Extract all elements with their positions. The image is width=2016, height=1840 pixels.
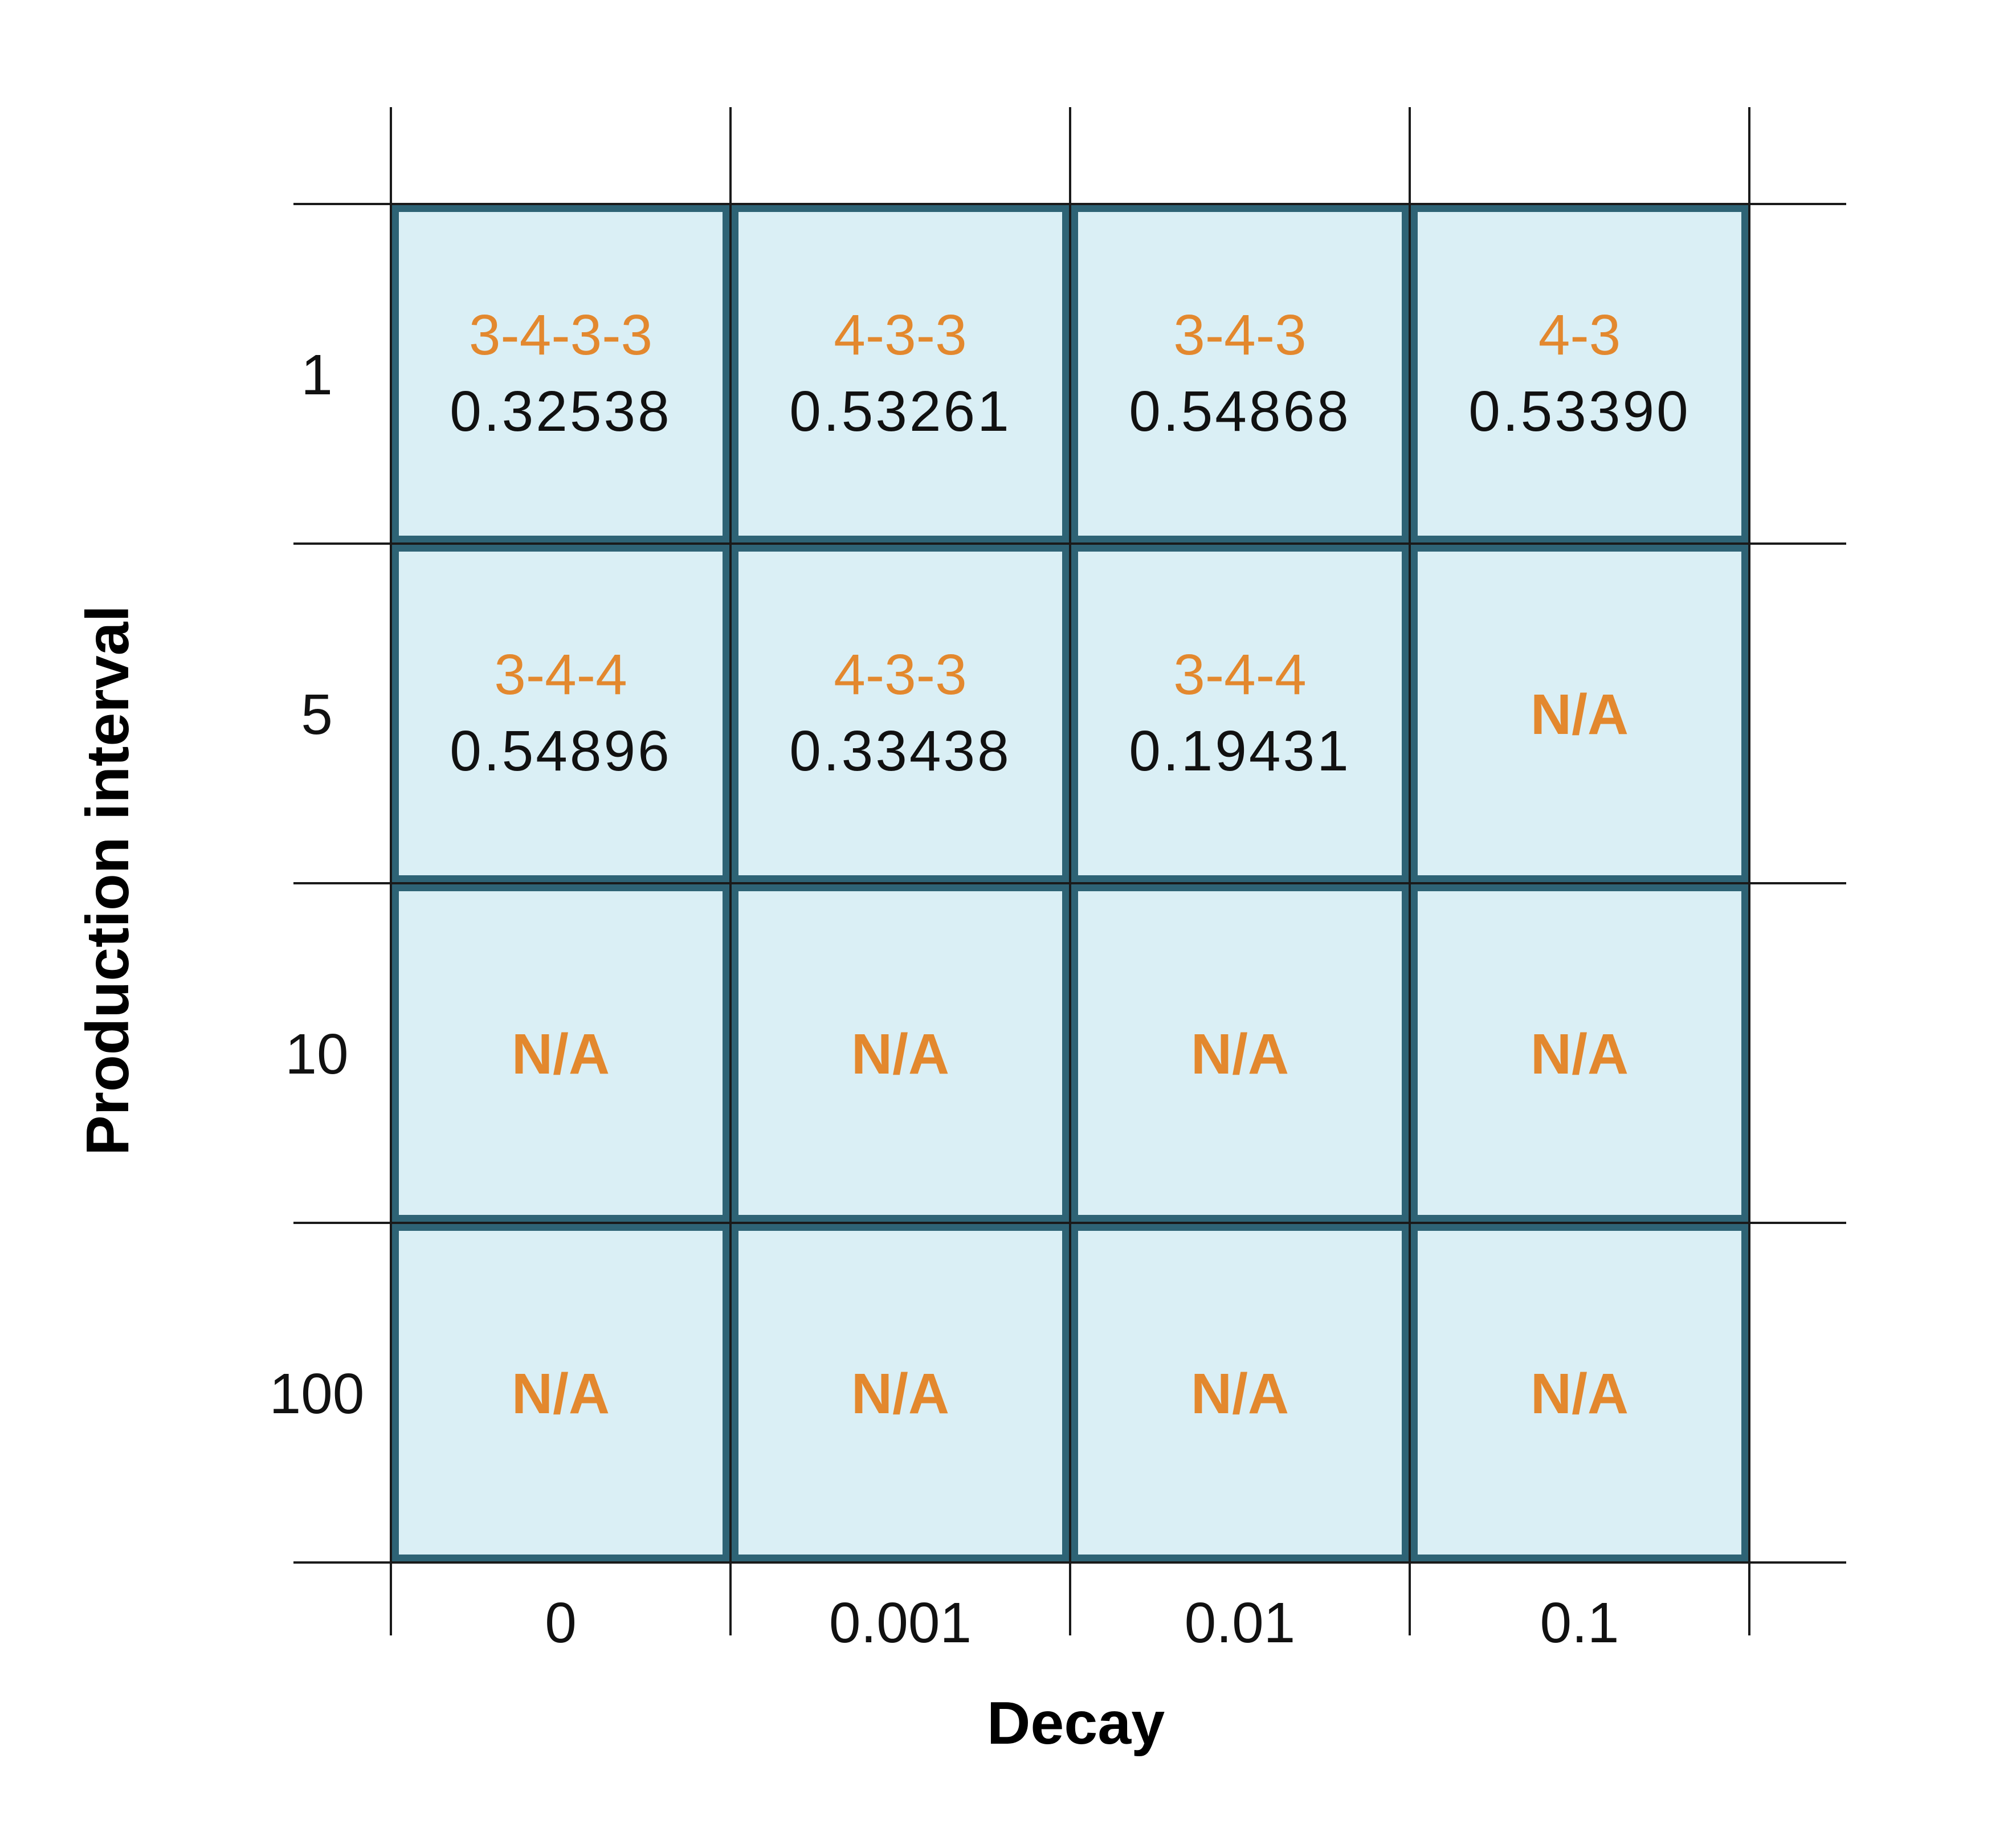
cell-background — [1411, 884, 1748, 1222]
cell-na-label: N/A — [1191, 1022, 1289, 1086]
grid-cell: N/A — [1411, 545, 1748, 882]
y-tick-label: 10 — [285, 1022, 348, 1086]
cell-pattern-label: 3-4-4 — [1173, 643, 1306, 707]
grid-cell: N/A — [392, 1224, 729, 1561]
grid-cell: 3-4-4 0.54896 — [392, 545, 729, 882]
cell-background — [1411, 545, 1748, 882]
cell-pattern-label: 4-3-3 — [834, 643, 966, 707]
grid-cell: N/A — [1071, 1224, 1409, 1561]
cell-background — [1071, 884, 1409, 1222]
x-tick-label: 0.1 — [1540, 1591, 1619, 1655]
cell-na-label: N/A — [1191, 1362, 1289, 1426]
grid-cell: 3-4-3 0.54868 — [1071, 205, 1409, 542]
grid-cell: N/A — [1411, 1224, 1748, 1561]
y-tick-label: 5 — [301, 683, 333, 746]
y-tick-label: 1 — [301, 343, 333, 407]
cell-na-label: N/A — [851, 1022, 949, 1086]
cell-pattern-label: 3-4-4 — [494, 643, 627, 707]
cell-value-label: 0.32538 — [450, 380, 671, 443]
cell-background — [1411, 205, 1748, 542]
cell-na-label: N/A — [512, 1362, 610, 1426]
cell-background — [1071, 205, 1409, 542]
grid-cell: 3-4-4 0.19431 — [1071, 545, 1409, 882]
cell-na-label: N/A — [512, 1022, 610, 1086]
cell-background — [732, 545, 1069, 882]
grid-cell: N/A — [732, 1224, 1069, 1561]
grid-cell: 4-3-3 0.33438 — [732, 545, 1069, 882]
grid-cell: N/A — [1071, 884, 1409, 1222]
cell-pattern-label: 4-3-3 — [834, 303, 966, 367]
cell-background — [392, 884, 729, 1222]
cell-pattern-label: 3-4-3 — [1173, 303, 1306, 367]
grid-cell: 4-3-3 0.53261 — [732, 205, 1069, 542]
tick-labels: 0 0.001 0.01 0.1 1 5 10 100 — [270, 343, 1619, 1655]
y-tick-label: 100 — [270, 1362, 365, 1426]
cell-na-label: N/A — [1531, 1362, 1629, 1426]
x-axis-title: Decay — [987, 1690, 1165, 1757]
cell-background — [392, 545, 729, 882]
cell-background — [392, 205, 729, 542]
grid-lines — [293, 107, 1846, 1635]
cell-na-label: N/A — [851, 1362, 949, 1426]
cell-pattern-label: 3-4-3-3 — [469, 303, 652, 367]
x-tick-label: 0.001 — [829, 1591, 972, 1655]
cell-value-label: 0.54896 — [450, 719, 671, 783]
cell-value-label: 0.53261 — [789, 380, 1011, 443]
grid-cell: N/A — [1411, 884, 1748, 1222]
cell-na-label: N/A — [1531, 1022, 1629, 1086]
y-axis-title: Production interval — [74, 605, 141, 1156]
grid-cell: 4-3 0.53390 — [1411, 205, 1748, 542]
x-tick-label: 0 — [545, 1591, 577, 1655]
grid-cells: 3-4-3-3 0.32538 4-3-3 0.53261 3-4-3 0.54868 4-… — [392, 205, 1748, 1561]
cell-na-label: N/A — [1531, 683, 1629, 746]
grid-cell: N/A — [392, 884, 729, 1222]
cell-pattern-label: 4-3 — [1538, 303, 1621, 367]
grid-cell: 3-4-3-3 0.32538 — [392, 205, 729, 542]
cell-background — [732, 884, 1069, 1222]
cell-value-label: 0.19431 — [1129, 719, 1350, 783]
cell-value-label: 0.33438 — [789, 719, 1011, 783]
x-tick-label: 0.01 — [1185, 1591, 1296, 1655]
cell-value-label: 0.54868 — [1129, 380, 1350, 443]
cell-background — [1411, 1224, 1748, 1561]
cell-background — [732, 1224, 1069, 1561]
grid-cell: N/A — [732, 884, 1069, 1222]
cell-value-label: 0.53390 — [1468, 380, 1690, 443]
cell-background — [1071, 1224, 1409, 1561]
cell-background — [392, 1224, 729, 1561]
cell-background — [1071, 545, 1409, 882]
cell-background — [732, 205, 1069, 542]
